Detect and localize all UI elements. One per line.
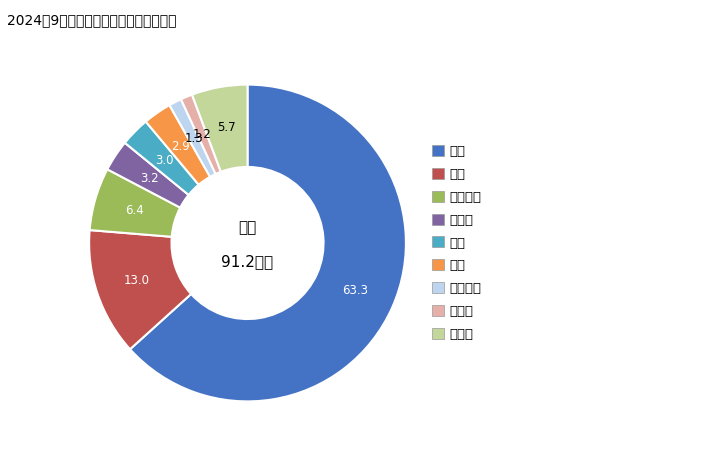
Text: 13.0: 13.0 xyxy=(124,274,149,287)
Text: 3.0: 3.0 xyxy=(155,154,173,167)
Text: 3.2: 3.2 xyxy=(141,172,159,185)
Wedge shape xyxy=(170,99,215,177)
Text: 63.3: 63.3 xyxy=(341,284,368,297)
Wedge shape xyxy=(89,230,191,349)
Wedge shape xyxy=(124,122,199,195)
Text: 1.2: 1.2 xyxy=(193,128,212,141)
Wedge shape xyxy=(181,94,221,174)
Text: 総額: 総額 xyxy=(238,220,257,234)
Wedge shape xyxy=(90,169,181,237)
Wedge shape xyxy=(192,85,248,172)
Text: 5.7: 5.7 xyxy=(218,121,236,134)
Text: 1.3: 1.3 xyxy=(185,132,203,145)
Wedge shape xyxy=(107,143,189,207)
Text: 2.9: 2.9 xyxy=(171,140,190,153)
Wedge shape xyxy=(146,105,210,184)
Text: 91.2億円: 91.2億円 xyxy=(221,255,274,270)
Text: 2024年9月の輸入相手国のシェア（％）: 2024年9月の輸入相手国のシェア（％） xyxy=(7,14,177,27)
Wedge shape xyxy=(130,85,406,401)
Legend: 中国, 米国, オランダ, カナダ, 韓国, 台湾, ベトナム, ドイツ, その他: 中国, 米国, オランダ, カナダ, 韓国, 台湾, ベトナム, ドイツ, その… xyxy=(432,145,481,341)
Text: 6.4: 6.4 xyxy=(126,204,144,217)
